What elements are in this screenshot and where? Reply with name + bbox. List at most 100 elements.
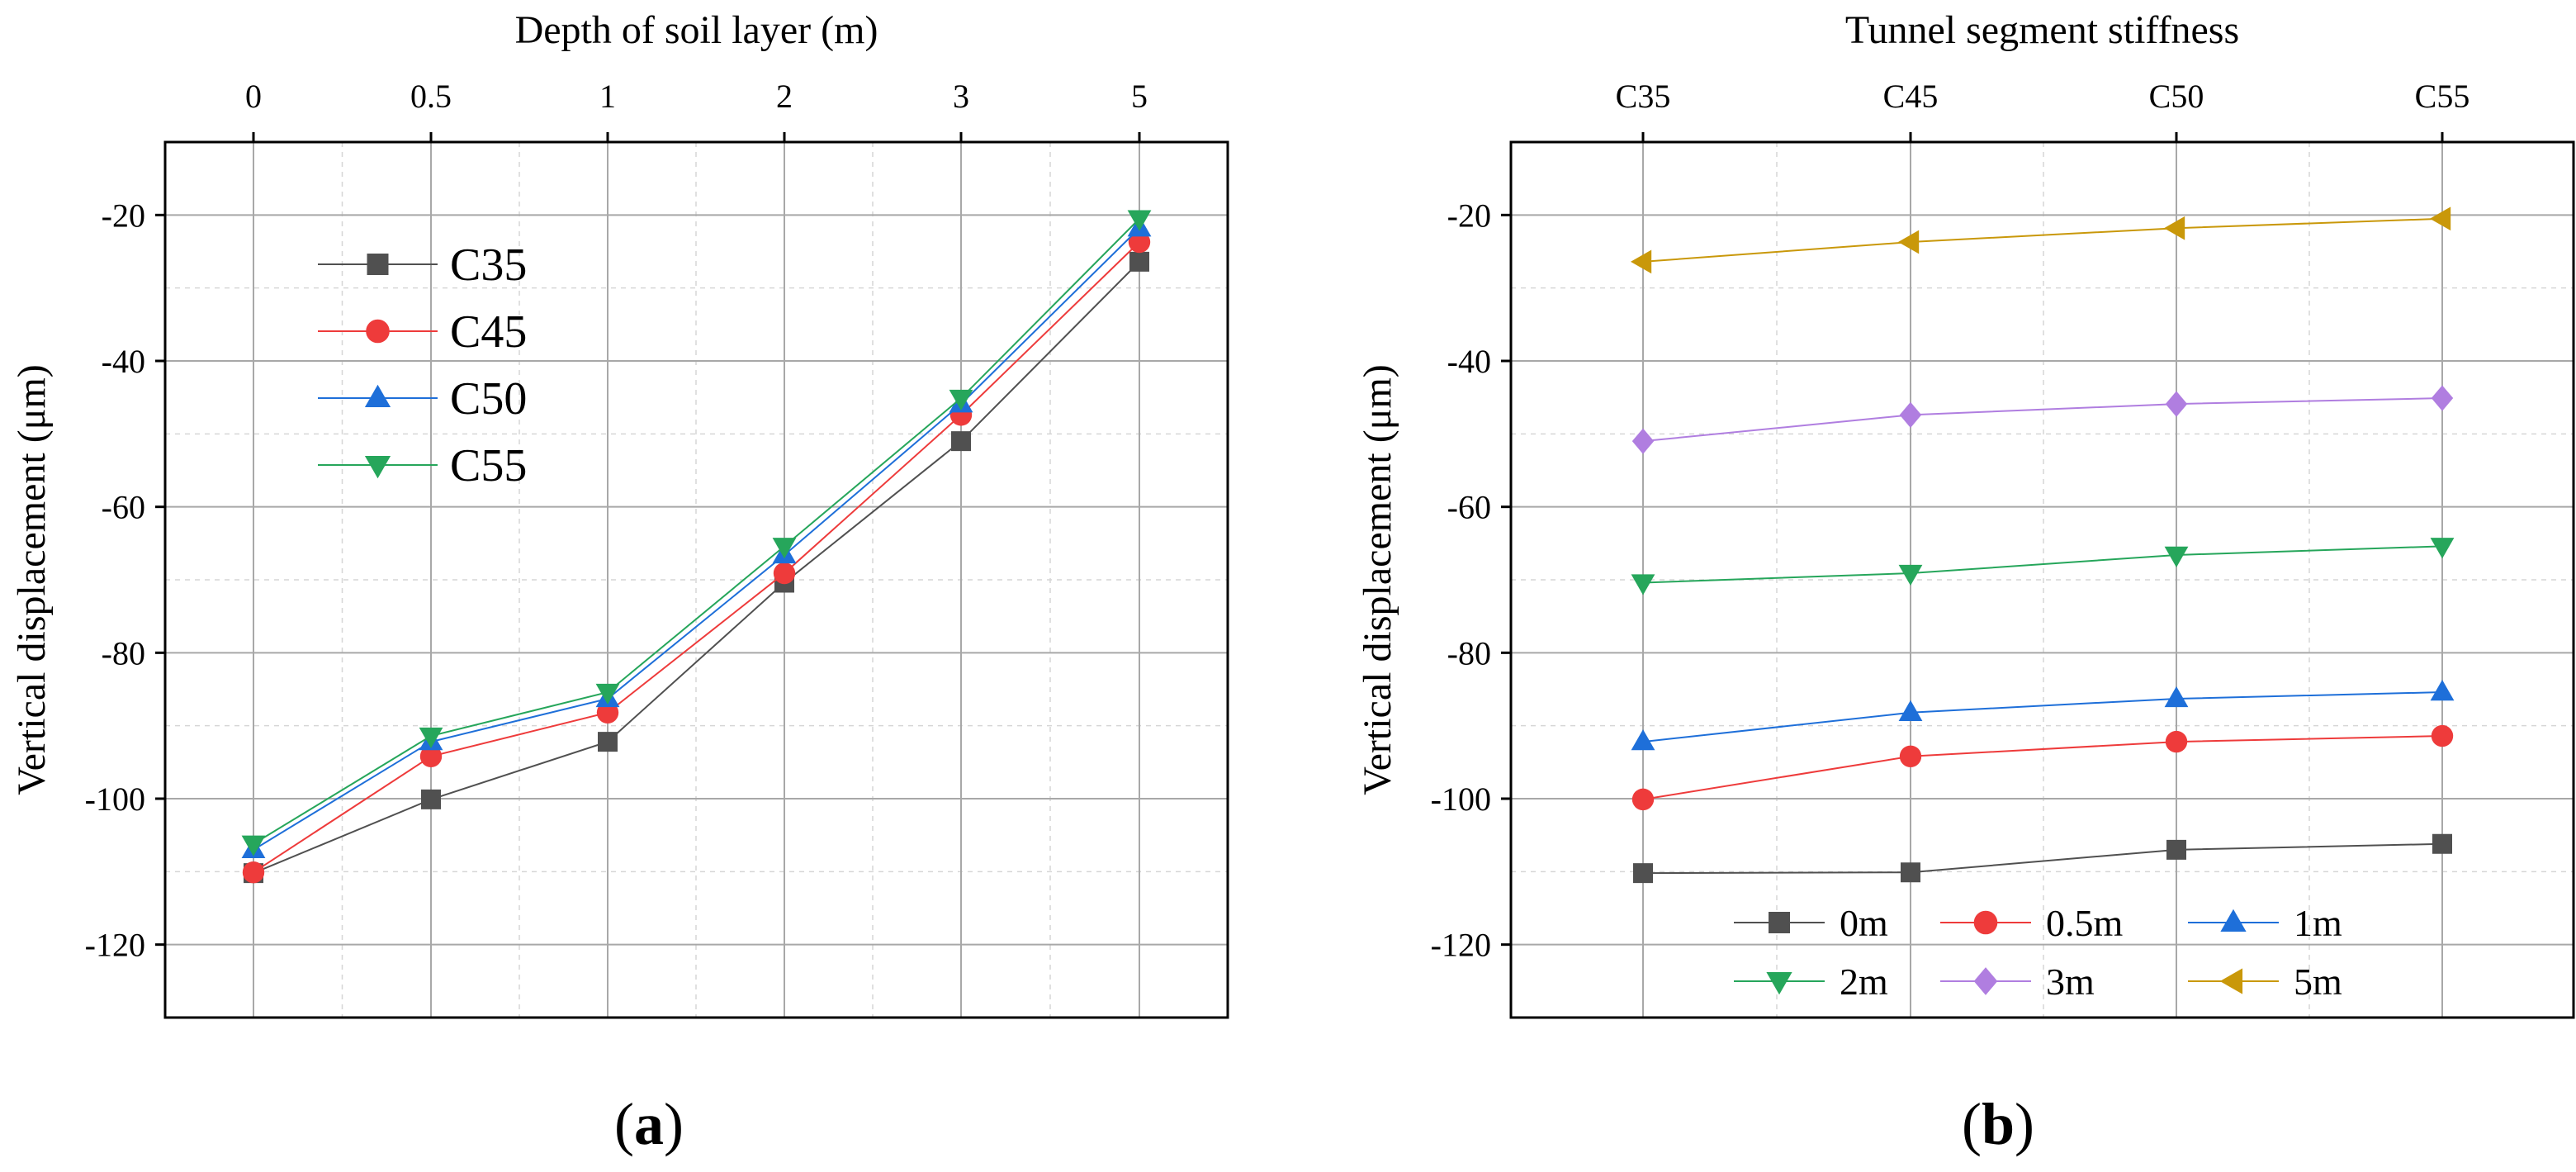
y-tick-label: -60 xyxy=(102,489,145,526)
legend-marker xyxy=(2219,968,2243,994)
x-tick-label: C55 xyxy=(2415,78,2470,115)
panel-label: (b) xyxy=(1962,1091,2034,1157)
y-tick-label: -20 xyxy=(102,197,145,234)
data-point xyxy=(1631,574,1655,595)
legend-label: 0.5m xyxy=(2046,902,2124,944)
data-point xyxy=(2164,546,2189,567)
legend-label: 1m xyxy=(2294,902,2342,944)
data-point xyxy=(1633,863,1653,884)
y-tick-label: -80 xyxy=(1447,634,1491,671)
data-point xyxy=(241,835,266,856)
legend-item: C35 xyxy=(318,240,527,291)
panel-label-close: ) xyxy=(2015,1091,2034,1157)
x-axis-title: Tunnel segment stiffness xyxy=(1845,8,2239,52)
panel-label-open: ( xyxy=(614,1091,634,1157)
legend-item: 1m xyxy=(2188,902,2342,944)
series-line xyxy=(1642,842,2443,875)
legend-item: C50 xyxy=(318,373,527,425)
data-point xyxy=(1901,862,1920,883)
data-point xyxy=(1898,564,1923,586)
legend-marker xyxy=(1766,971,1792,995)
series-line xyxy=(253,241,1140,874)
y-tick-label: -40 xyxy=(102,343,145,380)
x-tick-label: C45 xyxy=(1883,78,1939,115)
series-0.5m xyxy=(1631,724,2454,811)
legend-marker xyxy=(1973,910,1998,935)
data-point xyxy=(1898,700,1923,721)
legend-label: C35 xyxy=(450,240,527,291)
data-point xyxy=(1127,210,1152,231)
legend-marker xyxy=(364,455,391,479)
data-point xyxy=(773,562,796,585)
data-point xyxy=(1631,788,1655,811)
legend-item: 0m xyxy=(1734,902,1888,944)
data-point xyxy=(2432,833,2452,854)
legend-marker xyxy=(367,254,389,275)
legend-marker xyxy=(364,384,391,408)
data-point xyxy=(2164,686,2189,708)
series-line xyxy=(253,227,1140,851)
data-point xyxy=(242,861,265,884)
data-point xyxy=(598,732,618,752)
legend-item: 3m xyxy=(1940,961,2095,1003)
legend: C35 C45 C50 C55 xyxy=(318,240,527,491)
x-tick-label: 0.5 xyxy=(410,78,452,115)
y-tick-label: -100 xyxy=(85,781,145,818)
data-point xyxy=(949,389,973,411)
data-point xyxy=(2430,538,2455,559)
series-line xyxy=(1642,397,2443,443)
data-point xyxy=(2164,216,2185,240)
series-3m xyxy=(1631,385,2454,454)
y-tick-label: -80 xyxy=(102,634,145,671)
series-line xyxy=(1642,217,2443,263)
data-point xyxy=(2165,391,2188,417)
data-point xyxy=(2431,724,2454,747)
panel-label-open: ( xyxy=(1962,1091,1982,1157)
x-tick-label: 1 xyxy=(599,78,616,115)
series-0m xyxy=(1633,833,2452,884)
legend-marker xyxy=(366,319,390,344)
data-point xyxy=(1631,249,1652,274)
data-point xyxy=(1129,251,1149,272)
series-C55 xyxy=(241,210,1152,856)
data-point xyxy=(2430,680,2455,701)
legend-label: 2m xyxy=(1840,961,1888,1003)
data-point xyxy=(419,727,443,749)
legend-label: 5m xyxy=(2294,961,2342,1003)
data-point xyxy=(1899,401,1922,428)
legend-label: 3m xyxy=(2046,961,2095,1003)
legend-item: C45 xyxy=(318,306,527,358)
plot-frame xyxy=(1509,140,2575,1019)
x-axis-title: Depth of soil layer (m) xyxy=(515,8,878,52)
legend-label: C45 xyxy=(450,306,527,358)
data-point xyxy=(2430,206,2451,231)
legend-label: C50 xyxy=(450,373,527,425)
series-1m xyxy=(1631,680,2455,751)
legend-label: 0m xyxy=(1840,902,1888,944)
series-5m xyxy=(1631,206,2451,274)
x-tick-label: C50 xyxy=(2149,78,2204,115)
legend-item: 5m xyxy=(2188,961,2342,1003)
y-tick-label: -100 xyxy=(1431,781,1491,818)
data-point xyxy=(421,789,441,809)
data-point xyxy=(772,538,797,559)
y-axis-title: Vertical displacement (μm) xyxy=(1356,364,1399,795)
legend-item: C55 xyxy=(318,440,527,491)
series-line xyxy=(1642,545,2443,584)
data-point xyxy=(951,431,971,452)
data-point xyxy=(1631,428,1655,454)
series-line xyxy=(1642,735,2443,800)
data-point xyxy=(1631,729,1655,751)
panel-label: (a) xyxy=(614,1091,684,1157)
legend-marker xyxy=(1973,967,1998,995)
plot-frame xyxy=(163,140,1229,1019)
y-tick-label: -120 xyxy=(1431,927,1491,964)
panel-label-letter: b xyxy=(1982,1091,2015,1157)
y-tick-label: -20 xyxy=(1447,197,1491,234)
legend-label: C55 xyxy=(450,440,527,491)
x-tick-label: C35 xyxy=(1616,78,1671,115)
chart-panel-a: 0 0.5 1 2 3 5 -20 -40 -60 -80 -100 -120 Depth of soi… xyxy=(10,8,1229,1157)
panel-label-close: ) xyxy=(664,1091,684,1157)
legend-item: 0.5m xyxy=(1940,902,2124,944)
chart-panel-b: C35 C45 C50 C55 -20 -40 -60 -80 -100 -120 Tunnel s… xyxy=(1356,8,2575,1157)
